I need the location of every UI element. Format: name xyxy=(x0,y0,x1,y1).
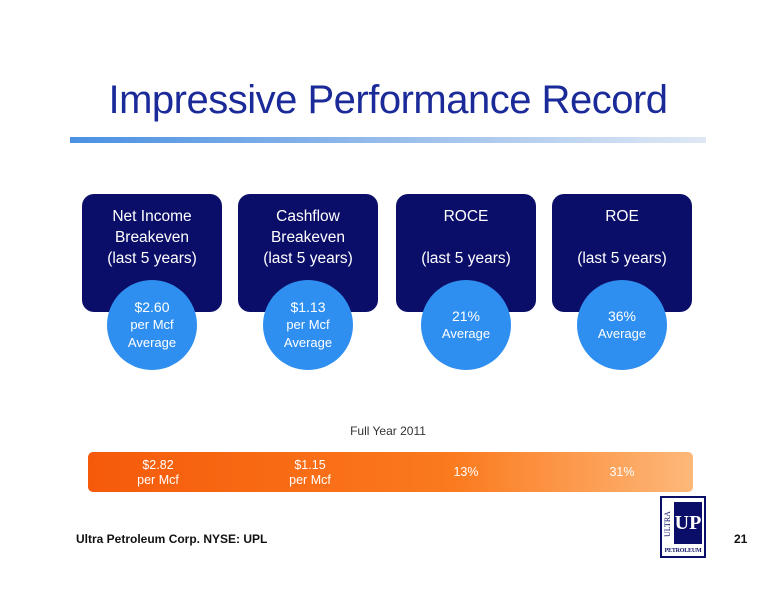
metric-heading-line: ROCE xyxy=(443,208,489,225)
full-year-value-roe: 31% xyxy=(552,465,692,480)
full-year-unit: per Mcf xyxy=(289,473,331,487)
full-year-unit: per Mcf xyxy=(137,473,179,487)
metric-heading-line: (last 5 years) xyxy=(577,250,667,267)
metric-heading-line: (last 5 years) xyxy=(263,250,353,267)
full-year-value-net-income: $2.82 per Mcf xyxy=(88,458,228,488)
metric-caption: Average xyxy=(283,335,333,350)
logo-ultra-text: ULTRA xyxy=(663,511,672,537)
metric-heading-spacer xyxy=(396,227,536,248)
logo-petroleum-text: PETROLEUM xyxy=(664,548,702,554)
metric-value-circle-roce: 21% Average xyxy=(421,280,511,370)
metric-value-circle-net-income: $2.60 per Mcf Average xyxy=(107,280,197,370)
metric-heading-line: Breakeven xyxy=(114,229,190,246)
title-underline xyxy=(70,137,706,143)
full-year-value: $1.15 xyxy=(294,458,326,472)
metric-heading-line: (last 5 years) xyxy=(107,250,197,267)
metric-unit: per Mcf xyxy=(286,317,330,332)
company-logo: ULTRA UP PETROLEUM xyxy=(660,496,706,558)
metric-value: $2.60 xyxy=(134,299,170,315)
metric-value: 21% xyxy=(451,308,481,324)
metric-value-circle-roe: 36% Average xyxy=(577,280,667,370)
full-year-value-cashflow: $1.15 per Mcf xyxy=(240,458,380,488)
slide-title: Impressive Performance Record xyxy=(108,78,668,122)
logo-up-mark: UP xyxy=(674,502,702,544)
metric-caption: Average xyxy=(441,326,491,341)
metric-heading-spacer xyxy=(552,227,692,248)
metric-caption: Average xyxy=(597,326,647,341)
full-year-value: 13% xyxy=(453,465,479,479)
metric-heading-line: ROE xyxy=(605,208,639,225)
full-year-value: 31% xyxy=(609,465,635,479)
full-year-value-roce: 13% xyxy=(396,465,536,480)
metric-value: 36% xyxy=(607,308,637,324)
metric-caption: Average xyxy=(127,335,177,350)
metric-unit: per Mcf xyxy=(130,317,174,332)
metric-heading-line: Cashflow xyxy=(276,208,340,225)
metric-heading-line: Net Income xyxy=(112,208,192,225)
metric-value-circle-cashflow: $1.13 per Mcf Average xyxy=(263,280,353,370)
metric-value: $1.13 xyxy=(290,299,326,315)
page-number: 21 xyxy=(734,532,748,546)
full-year-value: $2.82 xyxy=(142,458,174,472)
footer-company: Ultra Petroleum Corp. NYSE: UPL xyxy=(76,532,268,546)
full-year-label: Full Year 2011 xyxy=(350,424,426,438)
metric-heading-line: Breakeven xyxy=(270,229,346,246)
metric-heading-line: (last 5 years) xyxy=(421,250,511,267)
full-year-bar: $2.82 per Mcf $1.15 per Mcf 13% 31% xyxy=(88,452,693,492)
